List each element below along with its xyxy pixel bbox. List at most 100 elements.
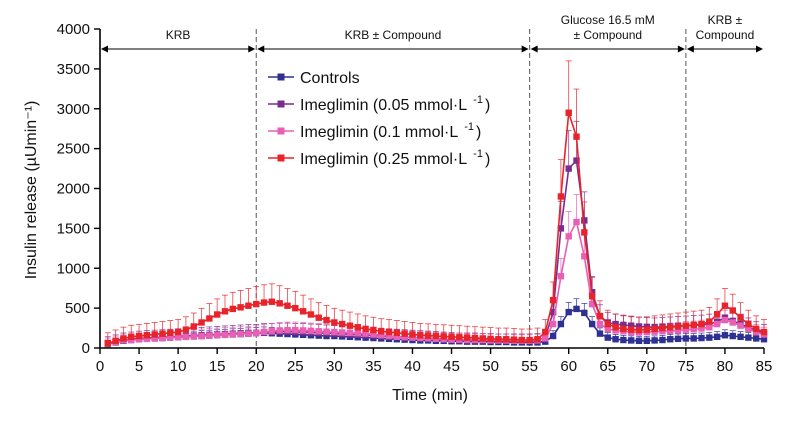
data-point [432, 332, 440, 340]
data-point [643, 326, 651, 333]
data-point [612, 336, 619, 343]
data-point [760, 336, 768, 343]
phase-annotations: KRB KRB ± Compound Glucose 16.5 mM ± Compou… [101, 13, 763, 348]
data-point [495, 336, 502, 343]
y-ticks: 0 500 1000 1500 2000 2500 3000 3500 4000 [57, 21, 100, 357]
data-point [393, 329, 401, 337]
data-point [315, 314, 322, 321]
data-point [331, 319, 338, 326]
data-point [190, 323, 197, 330]
data-point [135, 332, 143, 340]
data-point [596, 330, 604, 337]
phase-label: KRB ± Compound [696, 13, 755, 42]
data-point [315, 328, 322, 335]
data-point [276, 327, 283, 334]
data-point [206, 315, 213, 322]
data-point [221, 308, 229, 315]
data-point [167, 334, 174, 341]
legend-label: Controls [300, 70, 360, 87]
data-point [151, 335, 158, 342]
data-point [237, 304, 244, 311]
data-point [284, 326, 291, 334]
data-point [229, 305, 236, 313]
data-point [510, 336, 518, 343]
data-point [378, 328, 385, 335]
data-point [620, 321, 627, 329]
data-point [674, 323, 682, 330]
data-point [518, 336, 526, 344]
data-point [682, 322, 690, 329]
data-point [190, 333, 197, 340]
data-point [557, 273, 565, 280]
data-point [245, 330, 252, 337]
data-point [268, 298, 276, 305]
data-point [409, 331, 416, 338]
data-point [378, 332, 385, 339]
data-point [253, 300, 260, 308]
x-tick-label: 30 [326, 358, 343, 375]
data-point [628, 326, 635, 333]
legend-label: Imeglimin (0.25 mmol·L -1) [300, 148, 490, 168]
data-point [159, 330, 166, 337]
y-axis-title: Insulin release (µUmin⁻¹) [23, 101, 40, 280]
axes [99, 29, 764, 349]
data-point [667, 324, 674, 331]
data-point [292, 304, 299, 312]
data-point [565, 165, 572, 172]
legend-label: Imeglimin (0.1 mmol·L -1) [300, 121, 481, 141]
data-point [198, 319, 205, 326]
data-point [260, 299, 268, 306]
data-point [479, 335, 486, 342]
data-point [760, 328, 768, 336]
y-tick-label: 500 [65, 300, 90, 317]
data-point [752, 335, 760, 342]
data-point [182, 326, 190, 333]
data-point [338, 329, 346, 336]
data-point [417, 332, 424, 339]
data-point [268, 328, 276, 335]
series-1 [104, 157, 768, 347]
data-point [557, 225, 565, 232]
data-point [745, 325, 752, 333]
data-point [667, 336, 674, 343]
data-point [565, 308, 572, 316]
data-point [346, 322, 354, 329]
data-point [104, 340, 112, 347]
x-tick-label: 70 [638, 358, 655, 375]
data-point [565, 109, 572, 116]
data-point [503, 336, 510, 343]
data-point [651, 325, 658, 333]
data-point [588, 320, 596, 328]
data-point [713, 333, 721, 341]
data-point [323, 316, 330, 324]
data-point [151, 331, 158, 338]
x-tick-label: 50 [482, 358, 499, 375]
data-point [565, 233, 572, 240]
data-point [581, 229, 588, 236]
data-point [674, 327, 682, 334]
data-point [690, 321, 697, 329]
data-point [588, 300, 596, 308]
data-point [698, 334, 705, 342]
data-point [213, 332, 221, 339]
data-point [737, 322, 744, 329]
data-point [120, 335, 127, 342]
data-point [604, 334, 611, 341]
y-tick-label: 1500 [57, 220, 90, 237]
y-tick-label: 3500 [57, 61, 90, 78]
x-tick-label: 35 [365, 358, 382, 375]
data-point [323, 328, 330, 335]
data-point [182, 333, 190, 341]
x-tick-label: 75 [678, 358, 695, 375]
data-point [549, 296, 557, 304]
data-point [229, 331, 236, 338]
data-point [674, 335, 682, 343]
data-point [370, 326, 377, 334]
phase-arrowhead [756, 45, 763, 53]
data-point [167, 329, 174, 337]
data-point [159, 334, 166, 342]
x-tick-label: 25 [287, 358, 304, 375]
data-series [104, 109, 768, 348]
data-point [557, 320, 565, 328]
data-point [752, 325, 760, 333]
